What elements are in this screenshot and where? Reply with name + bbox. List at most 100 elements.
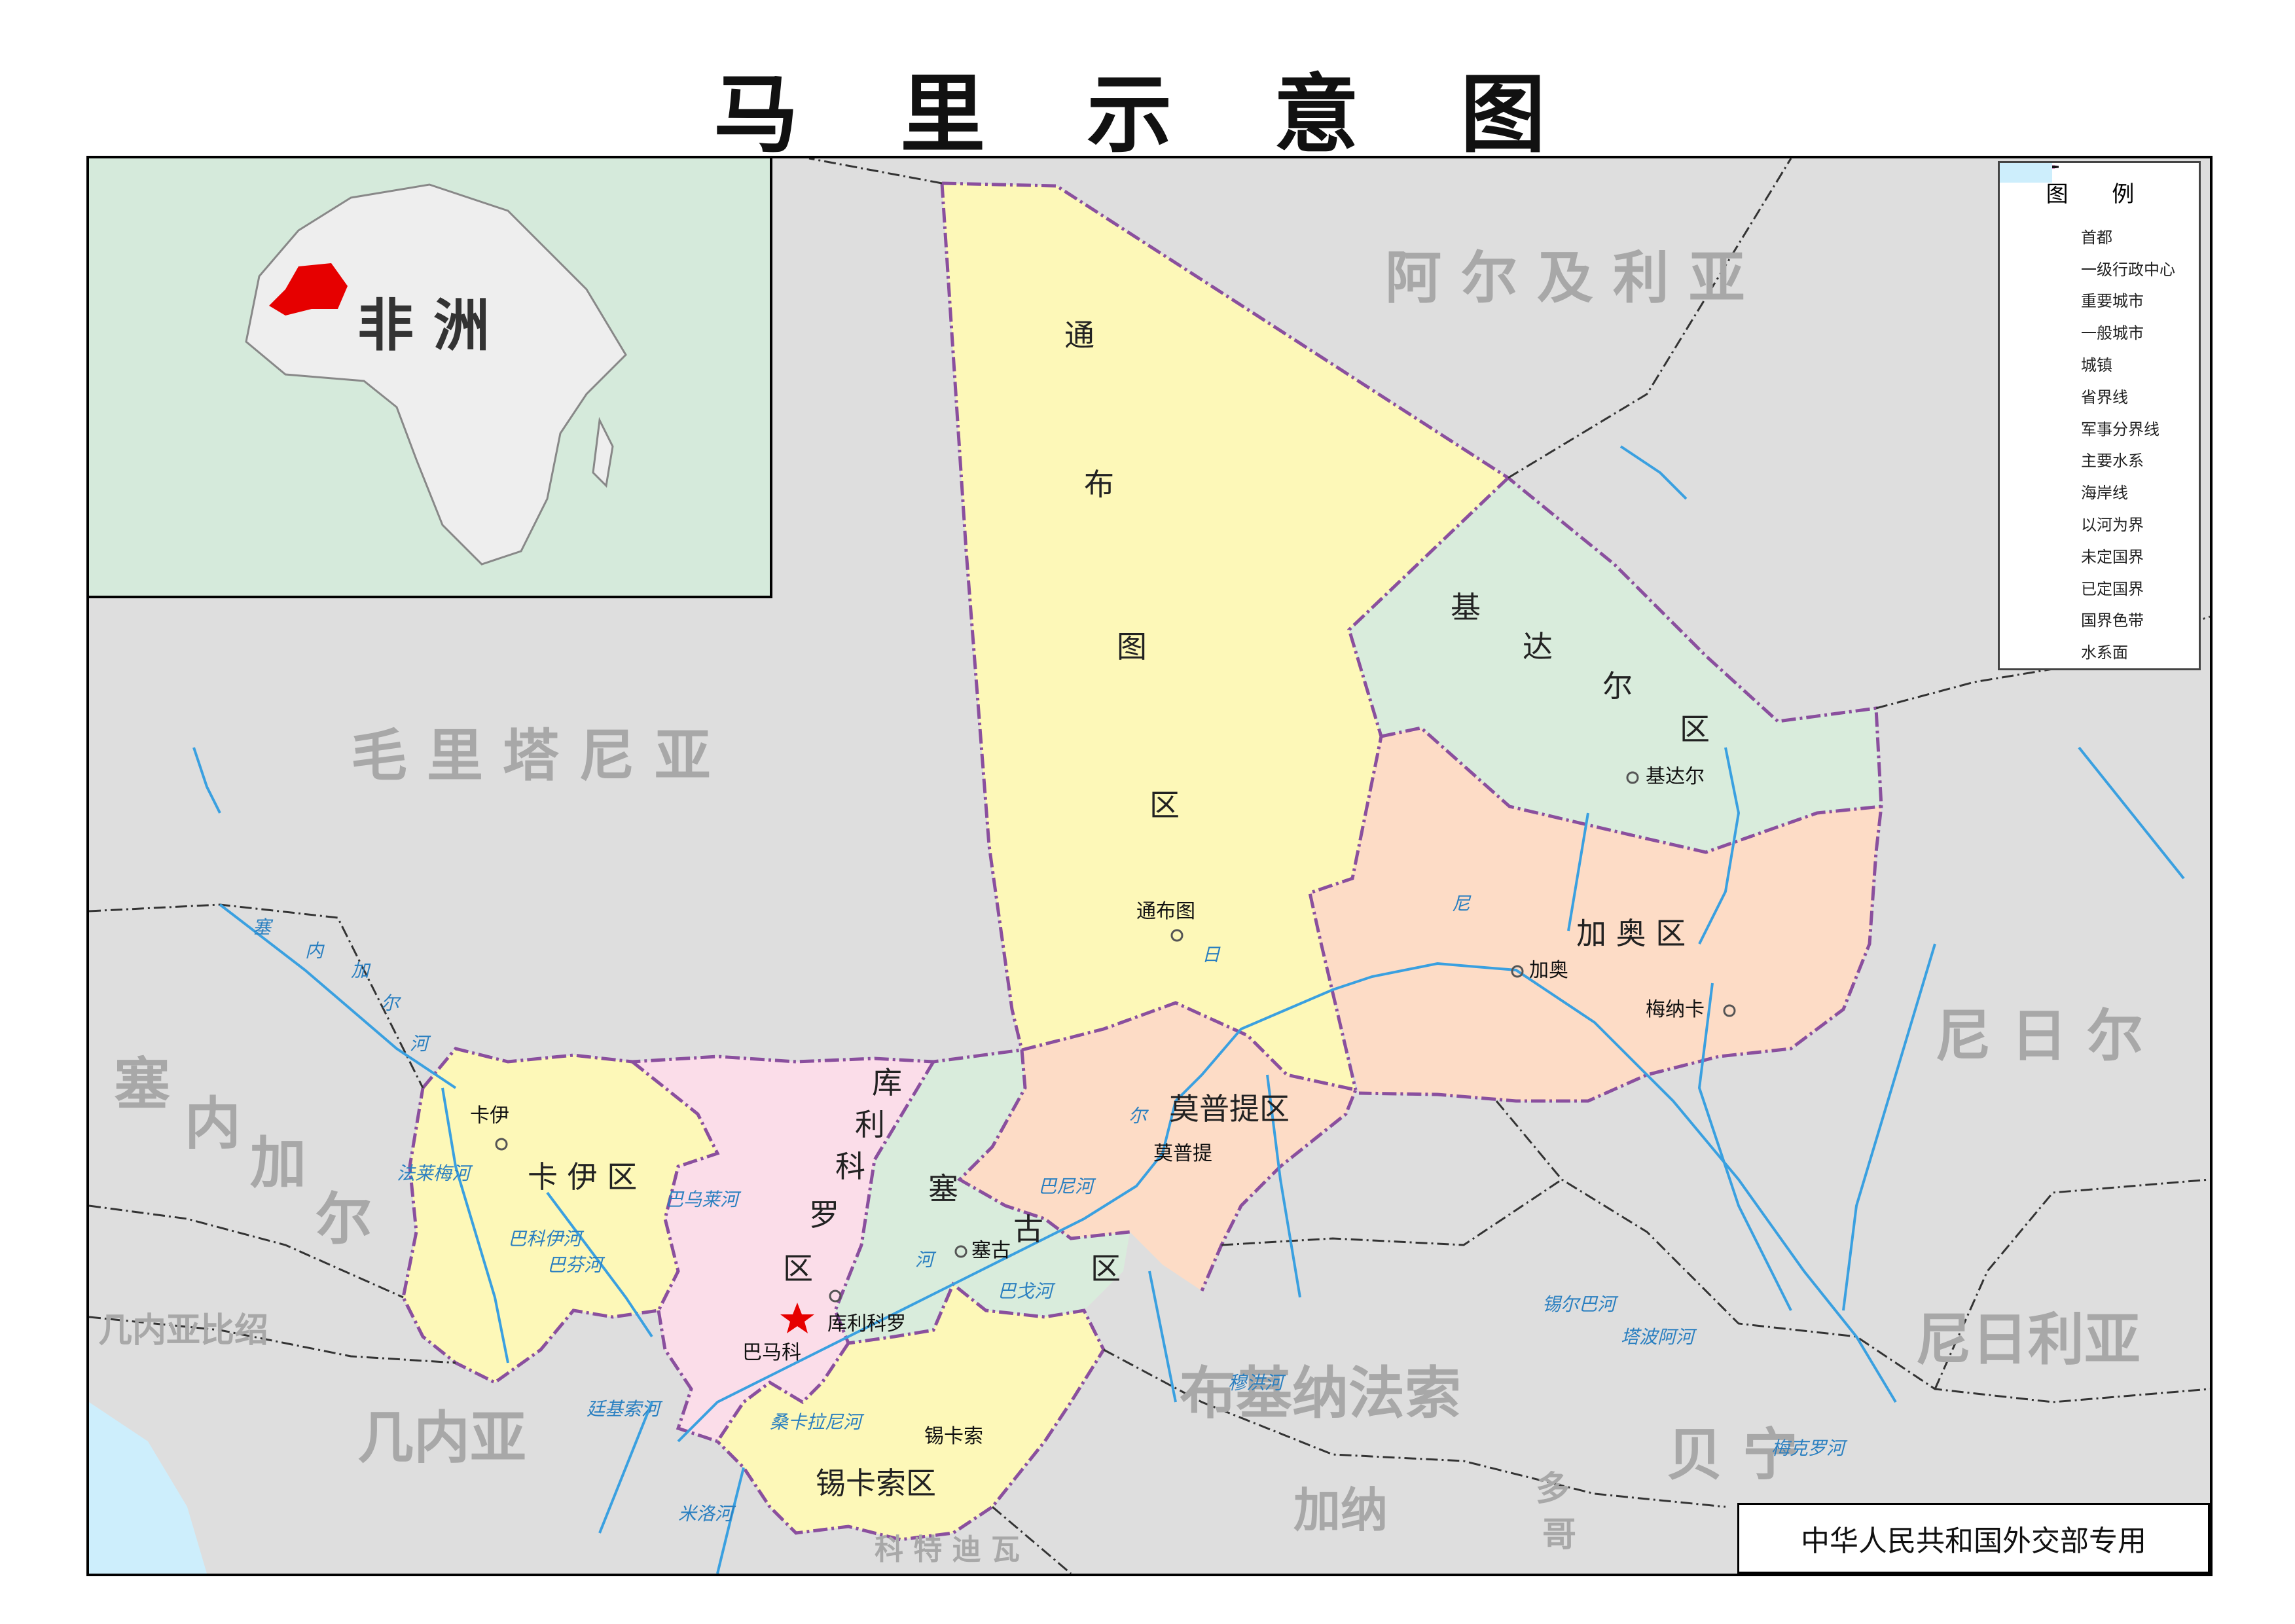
legend-item: 海岸线 xyxy=(2000,166,2187,507)
legend-item: 一般城市 xyxy=(2004,167,2187,348)
legend-title: 图 例 xyxy=(2046,181,2153,208)
star-icon xyxy=(2001,164,2074,245)
region-label-kidal-2: 达 xyxy=(1523,629,1553,664)
river-label-bani: 巴尼河 xyxy=(1038,1176,1096,1197)
city-kayes: 卡伊 xyxy=(470,1104,509,1127)
map-frame: 非 洲 阿 尔 及 利 亚 毛 里 塔 尼 亚 尼 日 尔 塞 内 加 尔 几内… xyxy=(86,156,2213,1576)
region-label-kidal-1: 基 xyxy=(1451,590,1481,625)
river-label-tinkisso: 廷基索河 xyxy=(587,1398,663,1420)
country-senegal-4: 尔 xyxy=(316,1187,372,1252)
region-mopti xyxy=(960,1003,1356,1291)
river-label-volta: 穆洪河 xyxy=(1228,1372,1286,1394)
river-label-baoule: 巴乌莱河 xyxy=(665,1189,742,1210)
river-label-bafing: 巴芬河 xyxy=(547,1254,605,1276)
river-label-tapoa: 塔波阿河 xyxy=(1621,1326,1697,1348)
capital-star-icon xyxy=(780,1303,814,1333)
region-label-koulikoro-4: 罗 xyxy=(809,1197,839,1233)
country-togo-1: 多 xyxy=(1536,1470,1570,1509)
country-mauritania: 毛 里 塔 尼 亚 xyxy=(351,723,711,789)
inset-madagascar xyxy=(592,416,614,488)
river-label-senegal-4: 尔 xyxy=(381,992,402,1014)
river-label-niger-seg: 河 xyxy=(915,1249,937,1271)
dot-icon xyxy=(2004,167,2074,342)
country-senegal-3: 加 xyxy=(250,1130,306,1196)
country-algeria: 阿 尔 及 利 亚 xyxy=(1385,245,1745,311)
undetermined-border-icon xyxy=(2000,166,2074,565)
river-label-niger-2: 日 xyxy=(1202,944,1221,965)
legend-item: 军事分界线 xyxy=(2000,165,2187,444)
legend-item: 以河为界 xyxy=(2000,166,2187,539)
legend-item: 首都 xyxy=(2001,164,2187,252)
determined-border-icon xyxy=(2000,166,2074,597)
river-label-bakoye: 巴科伊河 xyxy=(508,1228,585,1250)
region-label-koulikoro-1: 库 xyxy=(872,1065,902,1100)
military-line-icon xyxy=(2000,165,2074,437)
region-label-koulikoro-5: 区 xyxy=(783,1251,813,1286)
city-marker-tombouctou xyxy=(1170,929,1184,942)
river-label-niger-3: 尔 xyxy=(1129,1105,1149,1127)
inset-mali-highlight xyxy=(269,263,348,316)
region-tombouctou xyxy=(942,183,1508,1090)
country-benin: 贝 宁 xyxy=(1667,1422,1799,1488)
region-label-tombouctou-4: 区 xyxy=(1149,787,1180,823)
region-label-sikasso: 锡卡索区 xyxy=(816,1466,936,1501)
legend-item: 未定国界 xyxy=(2000,166,2187,571)
region-label-segou-3: 区 xyxy=(1091,1251,1121,1286)
river-border-icon xyxy=(2000,166,2074,533)
legend-item: 城镇 xyxy=(2007,170,2187,380)
region-label-kidal-3: 尔 xyxy=(1602,668,1633,704)
country-senegal-2: 内 xyxy=(185,1091,241,1157)
country-nigeria: 尼日利亚 xyxy=(1915,1307,2141,1373)
region-label-tombouctou-3: 图 xyxy=(1117,629,1147,664)
river-label-niger-1: 尼 xyxy=(1452,893,1472,914)
region-label-koulikoro-3: 科 xyxy=(835,1149,865,1184)
river-label-senegal-1: 塞 xyxy=(253,916,274,938)
city-marker-segou xyxy=(954,1245,967,1258)
province-line-icon xyxy=(2000,166,2074,405)
city-marker-kidal xyxy=(1626,771,1639,784)
region-label-mopti: 莫普提区 xyxy=(1169,1091,1290,1127)
river-label-senegal-3: 加 xyxy=(351,960,371,981)
region-label-koulikoro-2: 利 xyxy=(855,1107,885,1142)
region-label-kayes: 卡 伊 区 xyxy=(528,1159,637,1195)
river-label-faleme: 法莱梅河 xyxy=(397,1163,473,1184)
coast-line-icon xyxy=(2000,166,2074,501)
legend-item: 已定国界 xyxy=(2000,166,2187,604)
river-label-milo: 米洛河 xyxy=(678,1503,736,1525)
legend-item: 国界色带 xyxy=(2000,163,2187,636)
city-koulikoro: 库利科罗 xyxy=(827,1312,906,1335)
region-segou xyxy=(835,1050,1130,1343)
country-cote-divoire: 科 特 迪 瓦 xyxy=(875,1533,1020,1566)
dot-icon xyxy=(2007,170,2074,374)
inset-label: 非 洲 xyxy=(357,293,490,359)
city-menaka: 梅纳卡 xyxy=(1646,998,1705,1021)
legend-item: 水系面 xyxy=(2000,163,2187,667)
river-label-bagoe: 巴戈河 xyxy=(998,1280,1056,1302)
country-guinea-bissau: 几内亚比绍 xyxy=(98,1311,268,1350)
region-gao xyxy=(1310,728,1881,1101)
river-label-senegal-5: 河 xyxy=(410,1033,431,1055)
ministry-stamp: 中华人民共和国外交部专用 xyxy=(1737,1503,2210,1574)
region-label-kidal-4: 区 xyxy=(1680,712,1710,747)
city-marker-koulikoro xyxy=(829,1290,842,1303)
region-label-segou-2: 古 xyxy=(1013,1212,1043,1247)
dot-icon xyxy=(2004,167,2074,278)
dot-icon xyxy=(2004,167,2074,310)
country-niger: 尼 日 尔 xyxy=(1935,1003,2143,1069)
country-burkina-faso: 布基纳法索 xyxy=(1180,1361,1461,1426)
legend: 图 例 首都 一级行政中心 重要城市 一般城市 城镇 省界线 军事分界线 xyxy=(1998,161,2201,670)
region-sikasso xyxy=(717,1284,1104,1540)
region-label-gao: 加 奥 区 xyxy=(1576,916,1686,951)
region-kayes xyxy=(403,1049,717,1382)
city-gao: 加奥 xyxy=(1529,959,1568,982)
legend-item: 一级行政中心 xyxy=(2004,167,2187,284)
city-kidal: 基达尔 xyxy=(1646,765,1705,788)
country-guinea: 几内亚 xyxy=(357,1405,526,1471)
legend-item: 主要水系 xyxy=(2000,166,2187,476)
region-label-segou-1: 塞 xyxy=(928,1171,958,1206)
city-mopti: 莫普提 xyxy=(1153,1142,1212,1165)
river-label-sankarani: 桑卡拉尼河 xyxy=(770,1411,865,1433)
region-label-tombouctou-2: 布 xyxy=(1084,467,1114,502)
page-title: 马 里 示 意 图 xyxy=(713,65,1582,164)
city-bamako: 巴马科 xyxy=(742,1341,801,1364)
